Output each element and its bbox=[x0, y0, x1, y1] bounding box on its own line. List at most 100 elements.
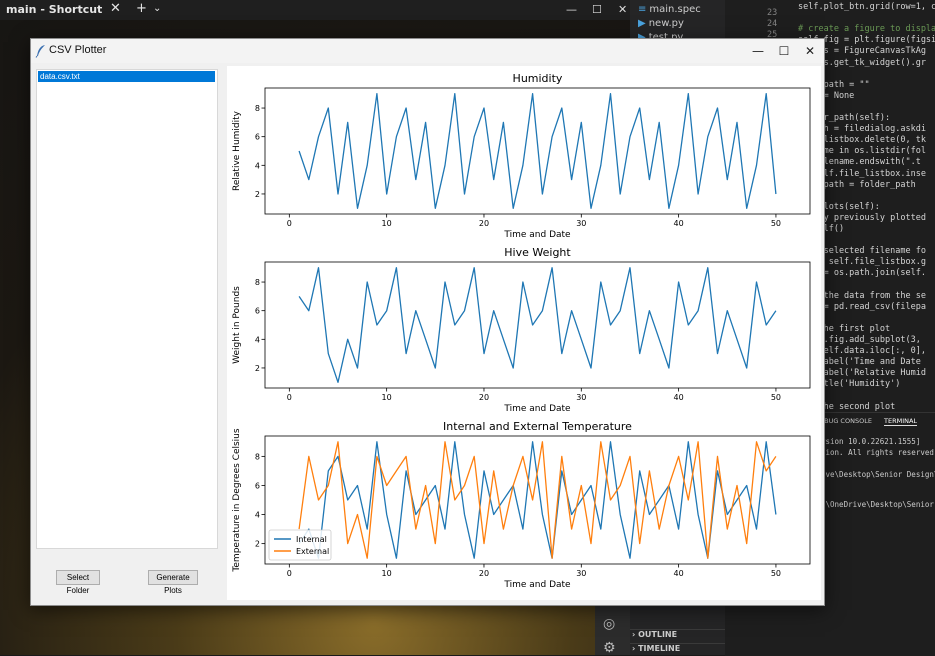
activity-bar: ◎ ⚙ bbox=[595, 600, 630, 656]
csv-plotter-window: CSV Plotter — ☐ ✕ data.csv.txt Select Fo… bbox=[30, 38, 825, 606]
code-line: ate_plots(self): bbox=[798, 201, 880, 212]
line-number: 25 bbox=[767, 30, 778, 41]
x-tick-label: 10 bbox=[382, 569, 392, 578]
generate-plots-button[interactable]: Generate Plots bbox=[148, 570, 198, 595]
file-item[interactable]: ▶test.py bbox=[638, 32, 683, 43]
python-file-icon: ▶ bbox=[638, 32, 646, 43]
tab-debug-console[interactable]: DEBUG CONSOLE bbox=[815, 417, 872, 425]
x-tick-label: 50 bbox=[771, 393, 781, 402]
chart-title: Hive Weight bbox=[504, 246, 571, 259]
close-icon[interactable]: ✕ bbox=[110, 1, 121, 16]
series-line-1 bbox=[298, 267, 777, 383]
legend: Internal External bbox=[268, 529, 332, 561]
series-line-internal bbox=[298, 441, 777, 559]
terminal-output-line: rsion 10.0.22621.1555] bbox=[821, 437, 921, 446]
close-button[interactable]: ✕ bbox=[804, 44, 816, 58]
y-tick-label: 2 bbox=[255, 190, 260, 199]
chart-title: Humidity bbox=[513, 72, 563, 85]
x-tick-label: 50 bbox=[771, 219, 781, 228]
close-icon[interactable]: ✕ bbox=[618, 3, 628, 16]
line-number: 24 bbox=[767, 19, 778, 30]
x-tick-label: 40 bbox=[674, 219, 684, 228]
python-file-icon: ▶ bbox=[638, 18, 646, 29]
code-line: canvas.get_tk_widget().gr bbox=[798, 57, 926, 68]
select-folder-button[interactable]: Select Folder bbox=[56, 570, 100, 595]
x-tick-label: 30 bbox=[576, 393, 586, 402]
gear-icon[interactable]: ⚙ bbox=[603, 640, 616, 656]
outline-section[interactable]: › OUTLINE bbox=[630, 629, 727, 639]
x-tick-label: 20 bbox=[479, 393, 489, 402]
y-tick-label: 8 bbox=[255, 104, 260, 113]
window-title: CSV Plotter bbox=[49, 44, 107, 56]
subplot-2: Hive Weight 0 10 20 30 40 50 2 4 6 8 Time and Date W… bbox=[232, 246, 811, 414]
legend-label-internal: Internal bbox=[296, 535, 327, 544]
axes-frame bbox=[264, 261, 811, 389]
chart-title: Internal and External Temperature bbox=[443, 420, 632, 433]
file-icon: ≡ bbox=[638, 4, 647, 15]
axes-frame bbox=[264, 87, 811, 215]
file-listbox[interactable]: data.csv.txt bbox=[36, 69, 218, 549]
x-tick-label: 20 bbox=[479, 569, 489, 578]
series-line-1 bbox=[298, 93, 777, 209]
x-tick-label: 30 bbox=[576, 569, 586, 578]
code-line: folder_path(self): bbox=[798, 113, 891, 123]
x-tick-label: 10 bbox=[382, 393, 392, 402]
line-number: 23 bbox=[767, 8, 778, 18]
code-line: et_title('Humidity') bbox=[798, 379, 901, 390]
legend-box bbox=[268, 529, 332, 561]
window-titlebar[interactable]: CSV Plotter — ☐ ✕ bbox=[31, 39, 824, 63]
chevron-down-icon[interactable]: ⌄ bbox=[153, 3, 162, 14]
x-tick-label: 30 bbox=[576, 219, 586, 228]
terminal-output-line: tion. All rights reserved. bbox=[821, 448, 935, 457]
file-item[interactable]: ≡ main.spec bbox=[638, 4, 701, 15]
x-axis-label: Time and Date bbox=[503, 404, 571, 414]
x-tick-label: 0 bbox=[287, 569, 292, 578]
file-item[interactable]: ▶ new.py bbox=[638, 18, 684, 29]
terminal-titlebar: main - Shortcut ✕ + ⌄ bbox=[0, 0, 560, 20]
timeline-section[interactable]: › TIMELINE bbox=[630, 643, 727, 653]
x-tick-label: 50 bbox=[771, 569, 781, 578]
x-axis-label: Time and Date bbox=[503, 580, 571, 590]
code-line: file_listbox.delete(0, tk bbox=[798, 135, 926, 146]
terminal-tab-label[interactable]: main - Shortcut bbox=[6, 3, 103, 16]
y-axis-label: Temperature in Degrees Celsius bbox=[232, 428, 242, 572]
tab-terminal[interactable]: TERMINAL bbox=[884, 417, 918, 426]
legend-label-external: External bbox=[296, 547, 329, 556]
axes-frame bbox=[264, 435, 811, 565]
terminal-output-line: ive\Desktop\Senior Design\GU bbox=[821, 470, 935, 479]
minimize-button[interactable]: — bbox=[752, 44, 764, 58]
code-line: self.file_listbox.inse bbox=[798, 168, 926, 179]
y-tick-label: 6 bbox=[255, 133, 260, 142]
subplot-3: Internal and External Temperature 0 10 20 30… bbox=[232, 420, 811, 590]
terminal-output-line: 1\OneDrive\Desktop\Senior D bbox=[821, 500, 935, 509]
x-tick-label: 20 bbox=[479, 219, 489, 228]
x-tick-label: 10 bbox=[382, 219, 392, 228]
x-tick-label: 40 bbox=[674, 569, 684, 578]
plot-canvas: Humidity 0 10 20 30 40 50 2 4 6 8 Time and Date Rela… bbox=[227, 66, 821, 600]
y-axis-label: Relative Humidity bbox=[232, 110, 242, 191]
minimize-icon[interactable]: — bbox=[566, 3, 577, 16]
file-list-item[interactable]: data.csv.txt bbox=[38, 71, 215, 82]
y-tick-label: 4 bbox=[255, 511, 260, 520]
x-tick-label: 0 bbox=[287, 393, 292, 402]
y-tick-label: 4 bbox=[255, 335, 260, 344]
subplot-1: Humidity 0 10 20 30 40 50 2 4 6 8 Time and Date Rela… bbox=[232, 72, 811, 240]
maximize-icon[interactable]: ☐ bbox=[592, 3, 602, 16]
code-line: self.fig.add_subplot(3, bbox=[798, 335, 921, 345]
series-line-external bbox=[298, 441, 777, 559]
account-icon[interactable]: ◎ bbox=[603, 616, 616, 632]
y-tick-label: 2 bbox=[255, 540, 260, 549]
x-tick-label: 0 bbox=[287, 219, 292, 228]
code-line: # create a figure to display t bbox=[798, 24, 935, 35]
y-tick-label: 6 bbox=[255, 307, 260, 316]
y-tick-label: 2 bbox=[255, 364, 260, 373]
x-tick-label: 40 bbox=[674, 393, 684, 402]
code-line: lot(self.data.iloc[:, 0], bbox=[798, 346, 926, 357]
y-tick-label: 4 bbox=[255, 161, 260, 170]
maximize-button[interactable]: ☐ bbox=[778, 44, 790, 58]
x-axis-label: Time and Date bbox=[503, 230, 571, 240]
new-tab-icon[interactable]: + bbox=[136, 1, 147, 16]
code-line: et_ylabel('Relative Humid bbox=[798, 368, 926, 379]
y-axis-label: Weight in Pounds bbox=[232, 286, 242, 364]
